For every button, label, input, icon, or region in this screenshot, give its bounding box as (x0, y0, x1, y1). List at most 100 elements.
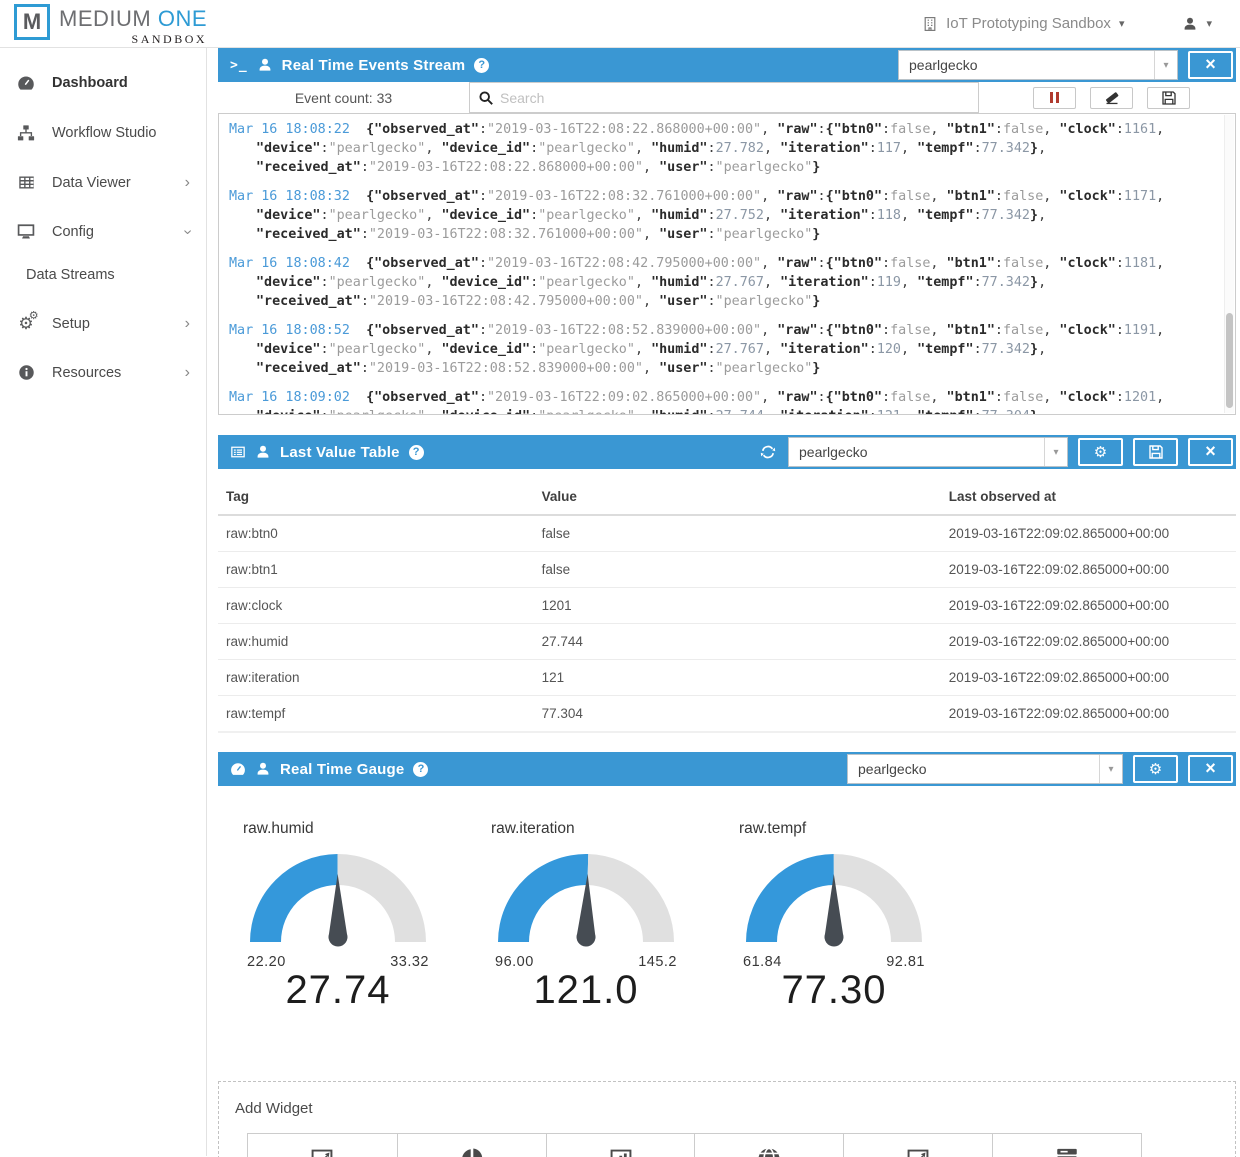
org-name: IoT Prototyping Sandbox (946, 15, 1111, 32)
add-widget-section: Add Widget Grouped UsersGrouped UsersGro… (218, 1081, 1236, 1157)
event-count-label: Event count: (294, 89, 373, 106)
tag-cell: raw:humid (218, 623, 534, 660)
table-row: raw:humid 27.744 2019-03-16T22:09:02.86500… (218, 623, 1236, 660)
save-icon (1161, 90, 1177, 106)
tag-cell: raw:tempf (218, 695, 534, 733)
add-widget-line-chart-single-user[interactable]: Single User (843, 1134, 992, 1157)
add-widget-line-chart-grouped-users[interactable]: Grouped Users (248, 1134, 397, 1157)
value-cell: 1201 (533, 587, 941, 624)
sidebar-item-workflow-studio[interactable]: Workflow Studio (0, 108, 206, 158)
sidebar-item-data-viewer[interactable]: Data Viewer › (0, 158, 206, 207)
logo-mark-icon: M (14, 4, 50, 40)
last-observed-cell: 2019-03-16T22:09:02.865000+00:00 (948, 526, 1170, 541)
gauge-label: raw.humid (243, 820, 314, 837)
gauge-needle (576, 874, 596, 947)
close-panel-button[interactable]: × (1188, 438, 1233, 466)
caret-down-icon: ▾ (1118, 18, 1125, 30)
last-observed-cell: 2019-03-16T22:09:02.865000+00:00 (940, 587, 1236, 624)
building-icon (922, 16, 938, 32)
sidebar-item-setup[interactable]: ⚙ ⚙ Setup › (0, 299, 206, 348)
gauge-raw-tempf: raw.tempf 61.84 92.81 77.30 (739, 820, 939, 1013)
pause-stream-button[interactable] (1033, 86, 1076, 109)
close-icon: × (1205, 758, 1216, 778)
add-widget-bar-chart-grouped-users[interactable]: Grouped Users (545, 1134, 695, 1157)
value-cell: 27.744 (533, 623, 941, 660)
top-bar: M MEDIUM ONE SANDBOX IoT Prototyping San… (0, 0, 1240, 48)
chevron-down-icon: › (179, 229, 197, 235)
refresh-icon[interactable] (760, 444, 776, 460)
log-entry: Mar 16 18:09:02 {"observed_at":"2019-03-… (229, 390, 1165, 414)
add-widget-pie-chart-grouped-users[interactable]: Grouped Users (396, 1134, 546, 1157)
sidebar-subitem-data-streams[interactable]: Data Streams (26, 267, 115, 283)
table-row: raw:btn1 false 2019-03-16T22:09:02.865000+… (218, 551, 1236, 588)
panel-title: Real Time Gauge (280, 760, 405, 778)
gear-icon: ⚙ (1093, 443, 1108, 461)
tag-cell: raw:iteration (218, 659, 534, 696)
column-header-last-observed: Last observed at (940, 479, 1236, 516)
close-panel-button[interactable]: × (1188, 755, 1233, 783)
settings-button[interactable]: ⚙ (1133, 755, 1178, 783)
log-entry: Mar 16 18:08:22 {"observed_at":"2019-03-… (229, 122, 1165, 175)
line-chart-icon (844, 1146, 992, 1157)
events-toolbar: Event count: 33 (218, 82, 1236, 113)
chevron-right-icon: › (184, 363, 190, 381)
sidebar-item-resources[interactable]: Resources › (0, 348, 206, 397)
user-menu[interactable]: ▾ (1182, 16, 1212, 32)
scrollbar-thumb[interactable] (1226, 313, 1233, 408)
clear-stream-button[interactable] (1090, 86, 1133, 109)
pie-chart-icon (398, 1146, 546, 1157)
close-icon: × (1205, 441, 1216, 461)
gears-icon: ⚙ ⚙ (18, 310, 39, 333)
gauge-value: 77.30 (781, 968, 887, 1012)
table-row: raw:btn0 false 2019-03-16T22:09:02.865000+… (218, 515, 1236, 552)
search-input[interactable] (500, 89, 970, 106)
user-icon (255, 444, 271, 460)
save-widget-button[interactable] (1133, 438, 1178, 466)
help-icon[interactable]: ? (408, 444, 424, 460)
tag-cell: raw:btn0 (226, 526, 278, 541)
last-value-panel: Last Value Table ? pearlgecko ▾ ⚙ (218, 435, 1236, 733)
save-stream-button[interactable] (1147, 86, 1190, 109)
help-icon[interactable]: ? (474, 57, 490, 73)
close-panel-button[interactable]: × (1188, 51, 1233, 79)
gauge-dial (250, 853, 426, 947)
tachometer-icon (15, 74, 37, 92)
value-cell: false (541, 526, 571, 541)
sidebar-item-label: Setup (52, 315, 90, 332)
help-icon[interactable]: ? (413, 761, 429, 777)
scrollbar[interactable] (1224, 115, 1234, 413)
add-widget-server-single-user[interactable]: Single User (992, 1134, 1141, 1157)
user-icon (1182, 16, 1198, 32)
logo-sandbox: SANDBOX (131, 32, 208, 46)
org-switcher[interactable]: IoT Prototyping Sandbox ▾ (922, 15, 1124, 32)
sidebar-item-label: Config (52, 224, 94, 240)
gauge-dial (746, 853, 922, 947)
gauge-needle (328, 874, 348, 947)
panel-title: Real Time Events Stream (281, 56, 466, 74)
device-select[interactable]: pearlgecko ▾ (788, 437, 1068, 467)
list-alt-icon (230, 444, 246, 460)
device-select[interactable]: pearlgecko ▾ (847, 754, 1123, 784)
gauge-raw-iteration: raw.iteration 96.00 145.2 121.0 (491, 820, 691, 1013)
event-count-value: 33 (376, 89, 393, 106)
device-select[interactable]: pearlgecko ▾ (898, 50, 1178, 80)
logo-medium: MEDIUM (59, 6, 152, 31)
log-entry: Mar 16 18:08:52 {"observed_at":"2019-03-… (229, 323, 1165, 376)
sidebar-item-label: Dashboard (52, 75, 128, 91)
tag-cell: raw:btn1 (218, 551, 534, 588)
add-widget-globe-grouped-users[interactable]: Grouped Users (694, 1134, 843, 1157)
last-observed-cell: 2019-03-16T22:09:02.865000+00:00 (940, 659, 1236, 696)
sidebar-item-config[interactable]: Config › (0, 207, 206, 257)
medium-one-logo: M MEDIUM ONE SANDBOX (14, 2, 207, 45)
tachometer-icon (230, 761, 246, 777)
user-icon (257, 57, 273, 73)
settings-button[interactable]: ⚙ (1078, 438, 1123, 466)
sidebar-item-dashboard[interactable]: Dashboard (0, 58, 206, 108)
last-observed-cell: 2019-03-16T22:09:02.865000+00:00 (940, 695, 1236, 733)
pause-icon (1050, 92, 1059, 103)
add-widget-title: Add Widget (235, 1100, 313, 1117)
log-entry: Mar 16 18:08:42 {"observed_at":"2019-03-… (229, 256, 1165, 309)
gauge-max: 92.81 (886, 954, 925, 970)
events-panel-header: >_ Real Time Events Stream ? pearlgecko … (218, 48, 1236, 82)
last-observed-cell: 2019-03-16T22:09:02.865000+00:00 (940, 623, 1236, 660)
